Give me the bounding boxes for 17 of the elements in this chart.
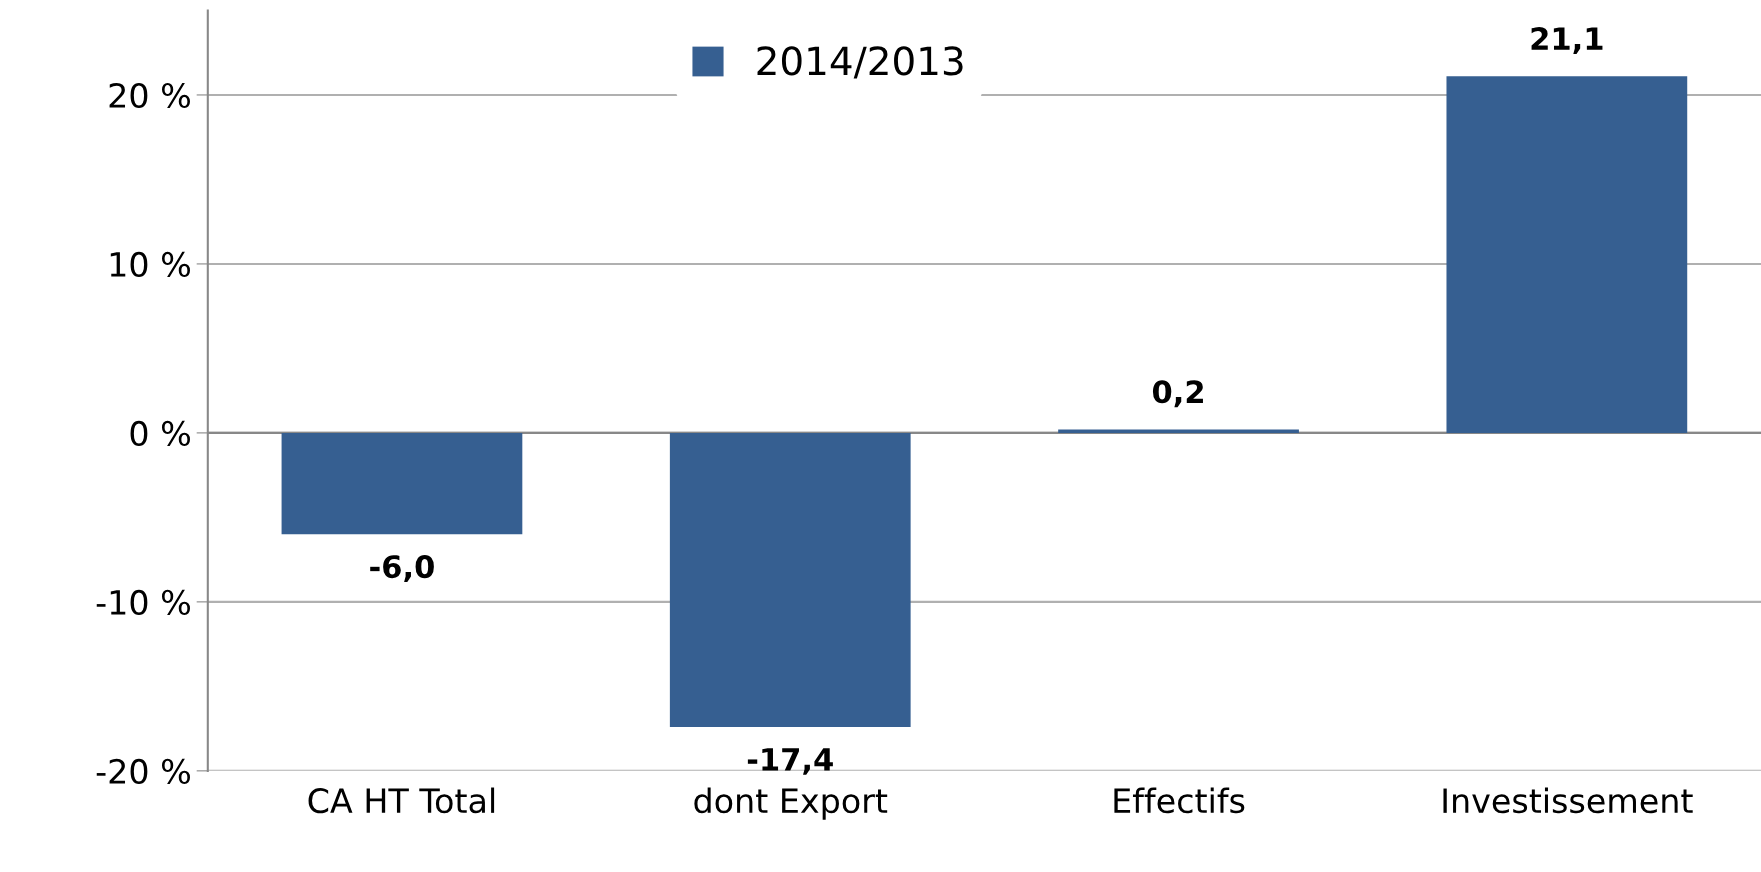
text: -17,4 (747, 748, 833, 775)
x-tick-label: Effectifs (1114, 787, 1245, 814)
bar (669, 432, 911, 727)
y-tick-label: -10 % (96, 589, 190, 616)
text: 21,1 (1531, 27, 1603, 55)
text: -6,0 (370, 555, 434, 583)
legend-label: 2014/2013 (757, 46, 963, 79)
y-tick-label: -20 % (96, 758, 190, 784)
y-tick-label: 0 % (130, 420, 190, 447)
x-tick-label: dont Export (694, 787, 888, 820)
y-tick-label: 10 % (110, 251, 190, 278)
x-tick-label: Investissement (1443, 787, 1693, 814)
text: 0,2 (1152, 380, 1203, 408)
x-tick-label: CA HT Total (308, 787, 495, 814)
y-tick-label: 20 % (109, 82, 190, 109)
bar (1446, 76, 1688, 433)
bar (281, 432, 523, 535)
